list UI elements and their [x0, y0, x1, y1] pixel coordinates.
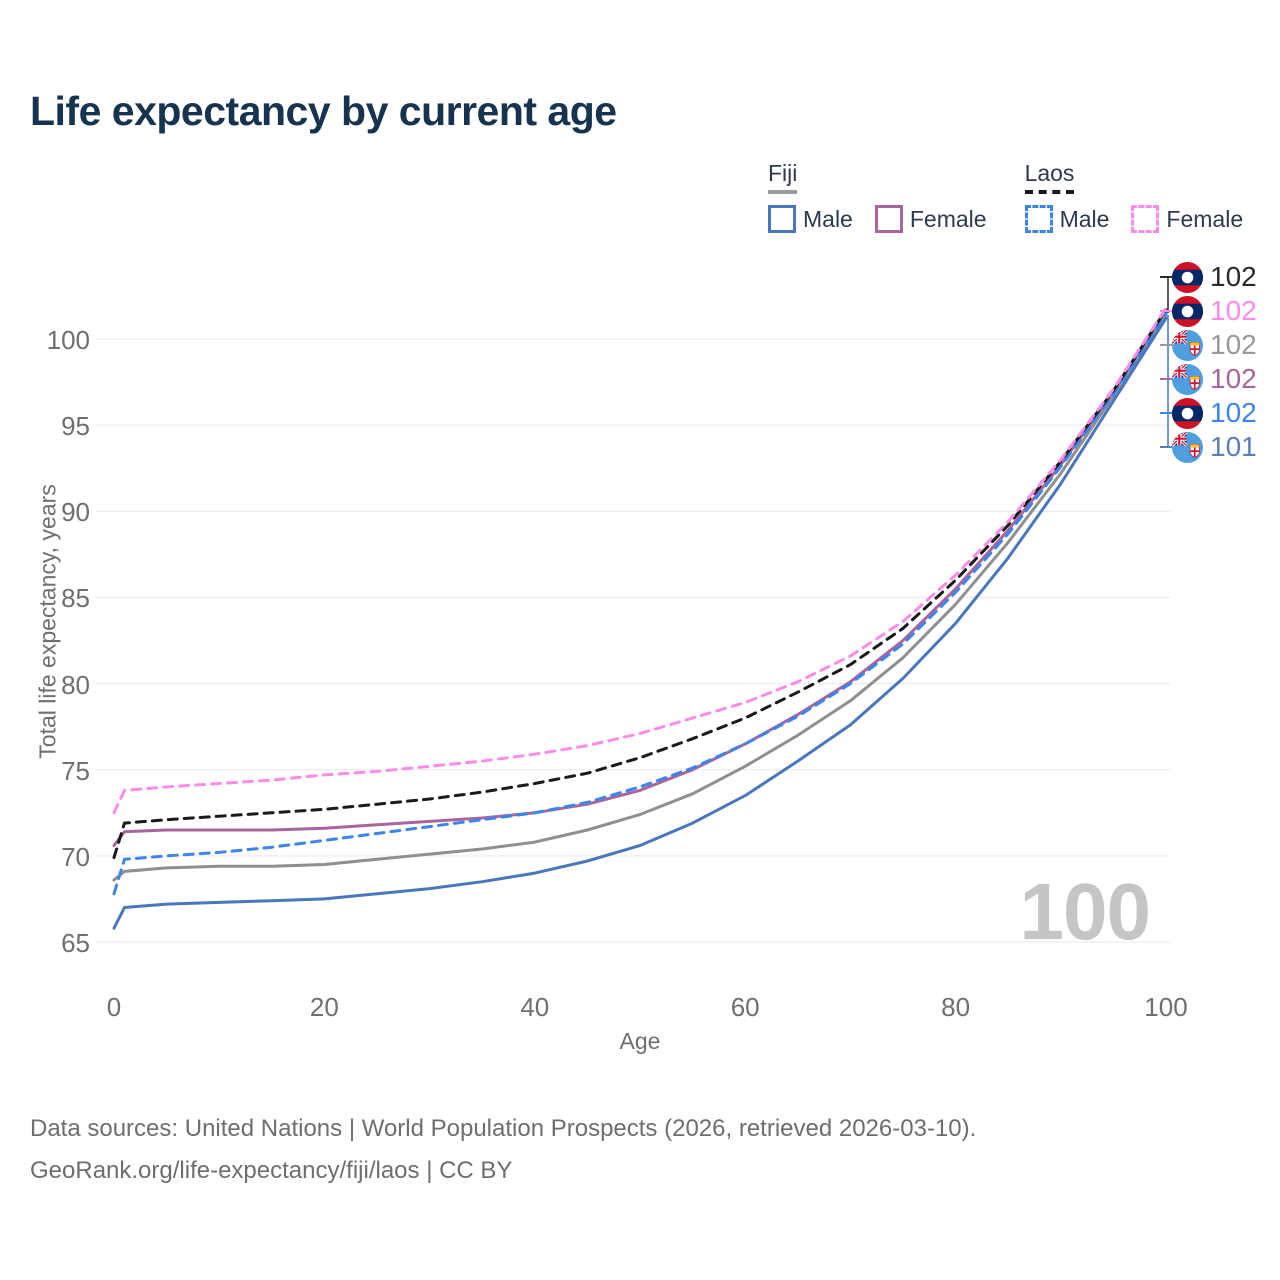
end-label-value: 102 [1210, 261, 1257, 292]
legend-item-fiji-female[interactable]: Female [874, 205, 987, 233]
legend-group-laos: Laos Male Female [1024, 160, 1243, 233]
x-tick-80: 80 [941, 992, 971, 1022]
end-label-laos: 102 [1172, 260, 1257, 294]
x-tick-100: 100 [1144, 992, 1188, 1022]
end-label-value: 102 [1210, 329, 1257, 360]
legend-group-fiji: Fiji Male Female [768, 160, 987, 233]
series-line-fiji-male[interactable] [112, 316, 1168, 930]
y-tick-95: 95 [61, 411, 90, 442]
y-tick-90: 90 [61, 497, 90, 528]
x-axis-title: Age [619, 1028, 661, 1054]
legend-swatch-laos-female-icon [1131, 205, 1160, 233]
end-label-fiji-male: 101 [1172, 430, 1257, 464]
series-line-laos[interactable] [112, 308, 1168, 860]
y-tick-65: 65 [61, 928, 90, 958]
end-label-value: 101 [1210, 431, 1257, 462]
legend-label: Female [1166, 205, 1244, 232]
end-label-value: 102 [1210, 363, 1257, 394]
series-line-fiji[interactable] [112, 313, 1168, 882]
series-line-laos-female[interactable] [112, 306, 1168, 815]
legend-heading-fiji: Fiji [768, 160, 798, 194]
y-tick-85: 85 [61, 583, 90, 614]
end-label-value: 102 [1210, 397, 1257, 428]
fiji-flag-icon [1172, 363, 1203, 395]
legend-item-laos-female[interactable]: Female [1131, 205, 1243, 233]
end-label-laos-female: 102 [1172, 294, 1257, 328]
series-line-laos-male[interactable] [112, 311, 1168, 896]
laos-flag-icon [1172, 295, 1203, 327]
page-title: Life expectancy by current age [30, 88, 617, 134]
footer: Data sources: United Nations | World Pop… [30, 1108, 976, 1192]
legend-items-fiji: Male Female [768, 205, 987, 233]
legend-swatch-fiji-female-icon [874, 205, 903, 233]
y-tick-75: 75 [61, 755, 90, 786]
end-label-fiji-female: 102 [1172, 362, 1257, 396]
end-label-laos-male: 102 [1172, 396, 1257, 430]
x-tick-60: 60 [730, 992, 760, 1022]
legend: Fiji Male Female Laos Male Female [768, 160, 1243, 233]
x-tick-40: 40 [520, 992, 550, 1022]
fiji-flag-icon [1172, 329, 1203, 361]
legend-label: Male [803, 205, 853, 232]
footer-sources: Data sources: United Nations | World Pop… [30, 1115, 977, 1142]
legend-swatch-laos-male-icon [1024, 205, 1053, 233]
footer-attribution: GeoRank.org/life-expectancy/fiji/laos | … [30, 1157, 513, 1184]
age-watermark: 100 [1019, 867, 1151, 956]
legend-label: Male [1059, 205, 1110, 232]
fiji-flag-icon [1172, 431, 1203, 463]
legend-heading-laos: Laos [1024, 160, 1075, 194]
legend-item-fiji-male[interactable]: Male [768, 205, 853, 233]
legend-swatch-fiji-male-icon [768, 205, 796, 233]
laos-flag-icon [1172, 397, 1203, 429]
y-tick-70: 70 [61, 841, 90, 872]
x-tick-20: 20 [309, 992, 339, 1022]
legend-items-laos: Male Female [1024, 205, 1243, 233]
legend-label: Female [909, 205, 987, 232]
x-tick-0: 0 [106, 992, 122, 1022]
end-label-fiji: 102 [1172, 328, 1257, 362]
laos-flag-icon [1172, 261, 1203, 293]
y-tick-100: 100 [46, 325, 90, 355]
y-tick-80: 80 [61, 669, 90, 700]
series-line-fiji-female[interactable] [112, 309, 1168, 847]
legend-item-laos-male[interactable]: Male [1024, 205, 1110, 233]
end-label-value: 102 [1210, 295, 1257, 326]
